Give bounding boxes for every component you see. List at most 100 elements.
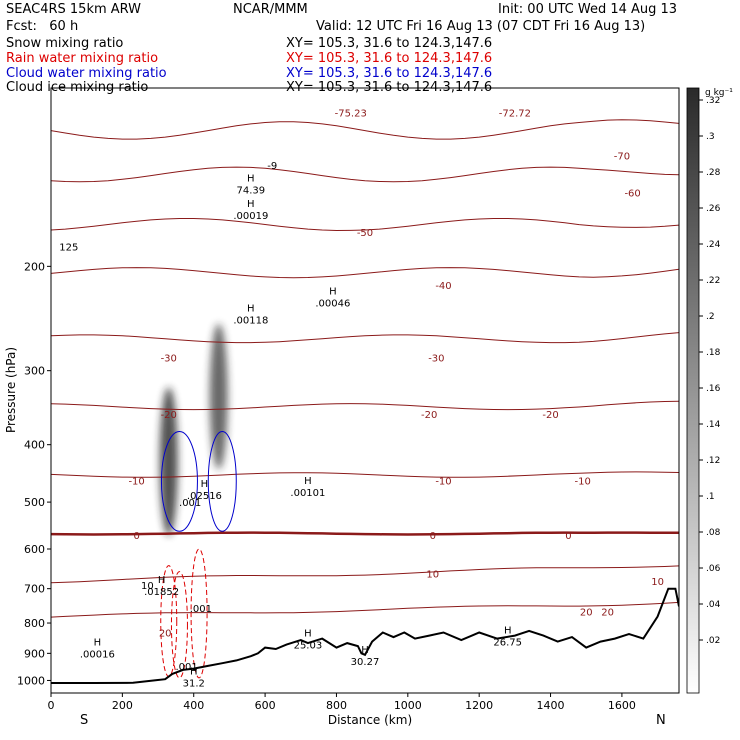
x-tick-label: 1400 — [537, 699, 565, 712]
extremum-mark: H — [247, 174, 255, 185]
x-tick-label: 0 — [48, 699, 55, 712]
field-name-cloud-water: Cloud water mixing ratio — [6, 66, 167, 81]
colorbar-tick-label: .12 — [706, 456, 720, 466]
y-tick-label: 500 — [24, 496, 45, 509]
x-tick-label: 1600 — [608, 699, 636, 712]
extremum-value: 31.2 — [183, 679, 205, 690]
extremum-value: .00101 — [290, 488, 325, 499]
extremum-mark: H — [304, 476, 312, 487]
colorbar-tick-label: .14 — [706, 420, 721, 430]
colorbar-tick-label: .24 — [706, 240, 721, 250]
contour-label: .001 — [175, 662, 197, 673]
colorbar-tick-label: .02 — [706, 636, 720, 646]
isotherm-line — [51, 332, 679, 344]
rain-water-contour — [190, 548, 208, 679]
extremum-value: .00118 — [233, 315, 268, 326]
x-tick-label: 600 — [255, 699, 276, 712]
y-tick-label: 1000 — [17, 674, 45, 687]
y-tick-label: 300 — [24, 365, 45, 378]
valid-time: Valid: 12 UTC Fri 16 Aug 13 (07 CDT Fri … — [316, 19, 646, 34]
y-tick-label: 400 — [24, 439, 45, 452]
y-tick-label: 700 — [24, 583, 45, 596]
y-tick-label: 600 — [24, 543, 45, 556]
colorbar-tick-label: .22 — [706, 276, 720, 286]
y-tick-label: 200 — [24, 260, 45, 273]
extremum-value: 30.27 — [351, 657, 380, 668]
isotherm-line — [51, 267, 679, 279]
contour-label: .001 — [190, 604, 212, 615]
y-tick-label: 800 — [24, 617, 45, 630]
plot-frame — [50, 87, 680, 694]
colorbar-tick-label: .3 — [706, 132, 715, 142]
isotherm-line — [51, 119, 679, 140]
cloud-ice-plume — [209, 323, 228, 470]
extremum-value: .02516 — [187, 491, 222, 502]
isotherm-label: -10 — [435, 477, 451, 488]
isotherm-label: -50 — [357, 228, 373, 239]
x-tick-label: 800 — [326, 699, 347, 712]
isotherm-label: 20 — [580, 608, 593, 619]
contour-label: 125 — [59, 242, 78, 253]
isotherm-label: -30 — [428, 353, 444, 364]
extremum-value: 74.39 — [236, 186, 265, 197]
x-tick-label: 400 — [183, 699, 204, 712]
field-name-rain: Rain water mixing ratio — [6, 51, 159, 66]
colorbar-tick-label: .26 — [706, 204, 721, 214]
colorbar-tick-label: .08 — [706, 528, 721, 538]
isotherm-line — [51, 400, 679, 411]
extremum-value: 26.75 — [493, 638, 522, 649]
cloud-water-contour — [160, 430, 198, 532]
isotherm-label: 0 — [133, 531, 139, 542]
colorbar-tick-label: .32 — [706, 96, 720, 106]
field-xy-rain: XY= 105.3, 31.6 to 124.3,147.6 — [286, 51, 493, 66]
contour-label: -9 — [267, 161, 277, 172]
center-label: NCAR/MMM — [233, 2, 308, 17]
isotherm-label: -30 — [161, 353, 177, 364]
colorbar-ticks: .32 .3 .28 .26 .24 .22 .2 .18 .16 .14 .12 .1 .08 .06.… — [699, 96, 721, 646]
extremum-mark: H — [247, 303, 255, 314]
isotherm-line — [51, 565, 679, 584]
cloud-ice-plume — [159, 387, 178, 536]
colorbar-tick-label: .06 — [706, 564, 721, 574]
extremum-mark: H — [304, 629, 312, 640]
extremum-value: .00016 — [80, 650, 115, 661]
terrain-profile — [51, 587, 679, 684]
x-tick-label: 200 — [112, 699, 133, 712]
isotherm-label: -40 — [435, 281, 451, 292]
x-end-label-south: S — [80, 713, 88, 728]
colorbar-unit: g kg⁻¹ — [705, 88, 733, 98]
colorbar-tick-label: .2 — [706, 312, 715, 322]
y-axis-title: Pressure (hPa) — [4, 347, 18, 433]
colorbar-tick-label: .16 — [706, 384, 721, 394]
colorbar — [686, 87, 700, 694]
extremum-mark: H — [158, 575, 166, 586]
x-axis-title: Distance (km) — [328, 713, 412, 727]
rain-water-contour — [170, 571, 188, 679]
isotherm-label: 0 — [565, 531, 571, 542]
colorbar-tick-label: .18 — [706, 348, 721, 358]
y-axis-ticks: 200 300 400 500 600 700 800 900 1000 — [17, 260, 51, 687]
model-title: SEAC4RS 15km ARW — [6, 2, 142, 17]
extremum-value: .00019 — [233, 211, 268, 222]
x-end-label-north: N — [656, 713, 666, 728]
extremum-mark: H — [504, 626, 512, 637]
isotherm-label: -20 — [161, 410, 177, 421]
field-name-snow: Snow mixing ratio — [6, 36, 124, 51]
isotherm-label: -20 — [421, 410, 437, 421]
contour-labels: -75.23 -72.72 -70 -60 -50 -40 -30 -30 -20 -20 -20 -… — [59, 109, 664, 690]
isotherm-label: 10 — [426, 570, 439, 581]
isotherm-label: 20 — [601, 608, 614, 619]
x-tick-label: 1200 — [465, 699, 493, 712]
temperature-isotherms — [51, 119, 679, 618]
x-axis-ticks: 0 200 400 600 800 1000 1200 1400 1600 — [48, 693, 636, 712]
extremum-value: .00046 — [315, 299, 350, 310]
field-xy-snow: XY= 105.3, 31.6 to 124.3,147.6 — [286, 36, 493, 51]
cloud-ice-shading — [159, 323, 228, 536]
mixing-ratio-contours — [160, 430, 237, 679]
x-tick-label: 1000 — [394, 699, 422, 712]
isotherm-label: -10 — [574, 477, 590, 488]
extremum-mark: H — [94, 638, 102, 649]
colorbar-tick-label: .1 — [706, 492, 715, 502]
colorbar-tick-label: .28 — [706, 168, 721, 178]
